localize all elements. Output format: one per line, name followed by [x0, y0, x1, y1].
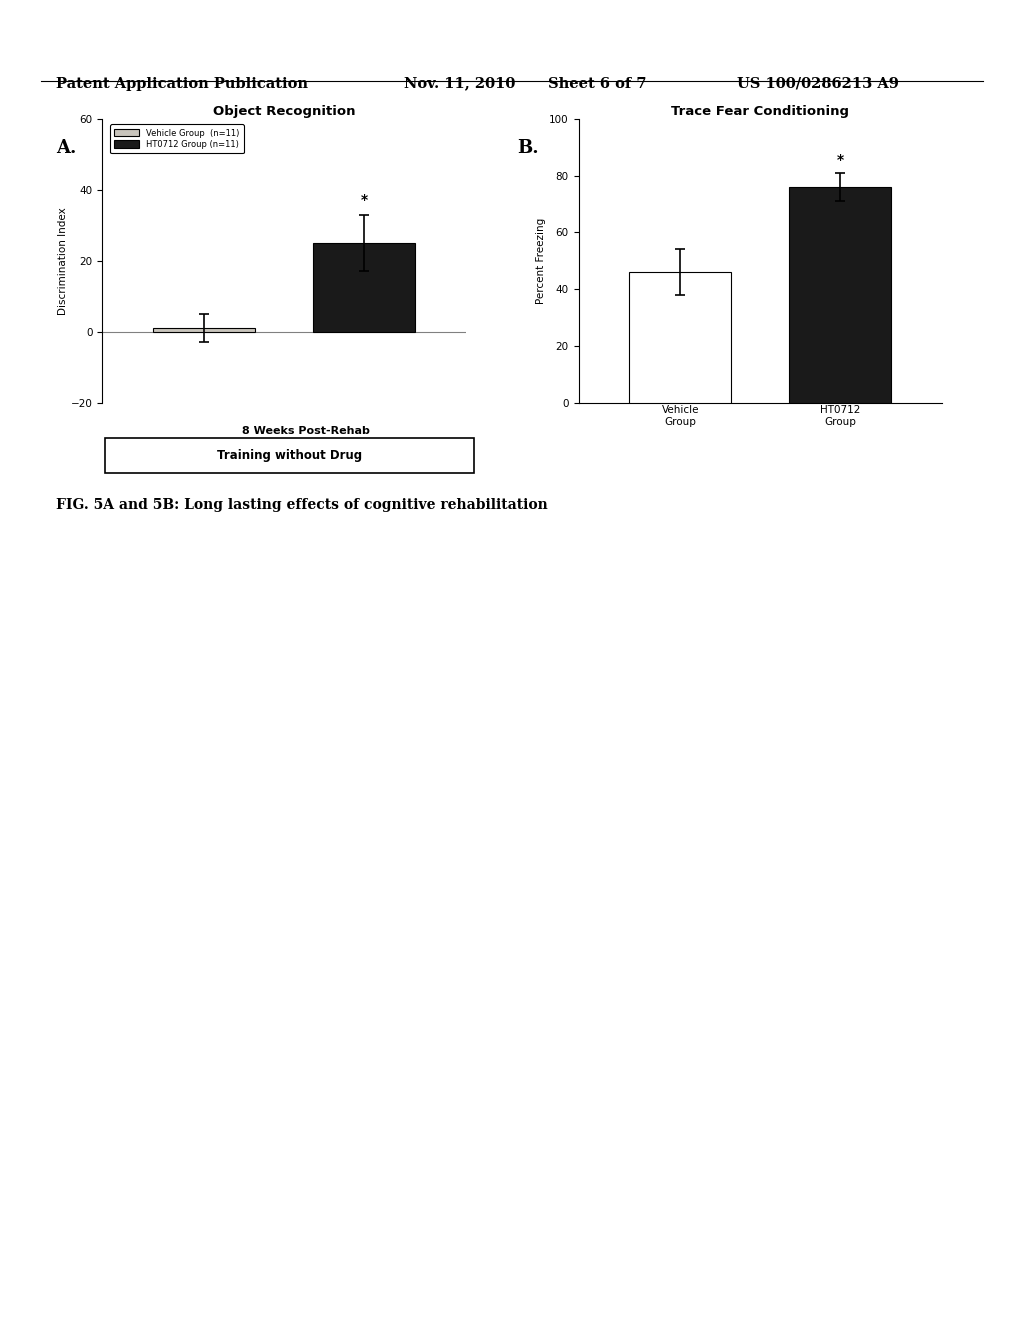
Bar	[630, 272, 731, 403]
Y-axis label: Percent Freezing: Percent Freezing	[537, 218, 547, 304]
Text: B.: B.	[517, 139, 539, 157]
Text: A.: A.	[56, 139, 77, 157]
Bar	[313, 243, 415, 331]
Text: 8 Weeks Post-Rehab: 8 Weeks Post-Rehab	[242, 426, 370, 437]
Text: FIG. 5A and 5B: Long lasting effects of cognitive rehabilitation: FIG. 5A and 5B: Long lasting effects of …	[56, 498, 548, 512]
Bar	[154, 329, 255, 331]
Bar	[790, 187, 891, 403]
Text: *: *	[360, 194, 368, 207]
FancyBboxPatch shape	[105, 438, 473, 474]
Legend: Vehicle Group  (n=11), HT0712 Group (n=11): Vehicle Group (n=11), HT0712 Group (n=11…	[111, 124, 244, 153]
Title: Trace Fear Conditioning: Trace Fear Conditioning	[672, 104, 849, 117]
Text: Nov. 11, 2010: Nov. 11, 2010	[404, 77, 516, 91]
Y-axis label: Discrimination Index: Discrimination Index	[58, 207, 68, 314]
Text: Patent Application Publication: Patent Application Publication	[56, 77, 308, 91]
Title: Object Recognition: Object Recognition	[213, 104, 355, 117]
Text: Training without Drug: Training without Drug	[217, 449, 361, 462]
Text: *: *	[837, 153, 844, 168]
Text: Sheet 6 of 7: Sheet 6 of 7	[548, 77, 646, 91]
Text: US 100/0286213 A9: US 100/0286213 A9	[737, 77, 899, 91]
